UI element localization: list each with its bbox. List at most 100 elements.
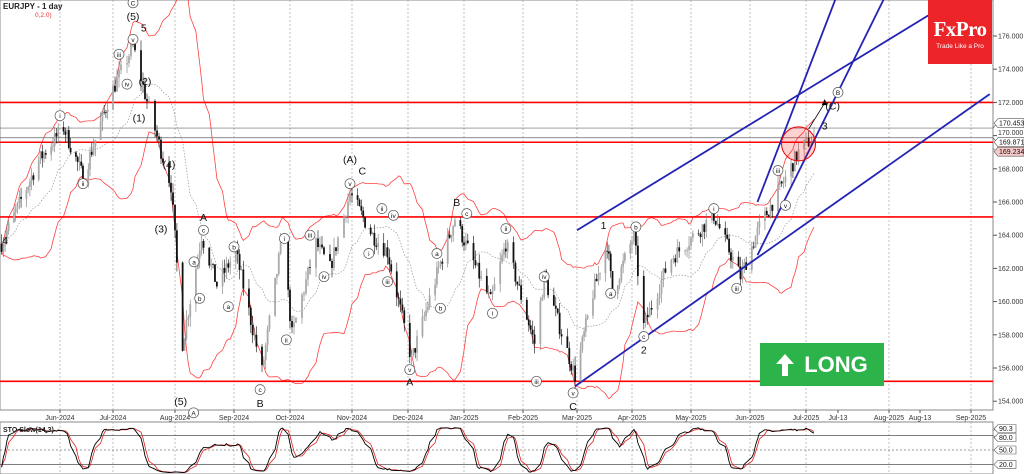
candle-body <box>337 237 339 251</box>
wave-label-group: A <box>406 376 413 388</box>
candle-body <box>622 260 625 267</box>
candle-body <box>692 233 694 238</box>
candle-body <box>39 151 42 161</box>
candle-body <box>493 283 496 291</box>
wave-label: (3) <box>155 224 168 236</box>
candle-body <box>82 165 84 186</box>
wave-label-group: v <box>780 199 791 211</box>
candle-body <box>421 317 424 337</box>
wave-label: iii <box>776 168 780 175</box>
candle-body <box>358 199 361 206</box>
wave-label-circle <box>222 301 234 312</box>
candle-body <box>436 267 438 285</box>
wave-label: b <box>439 306 443 313</box>
wave-label: (2) <box>139 76 152 88</box>
wave-label: a <box>226 304 230 311</box>
candle-body <box>172 192 174 205</box>
candle-body <box>347 201 349 217</box>
candle-body <box>20 196 22 199</box>
wave-label-group: 5 <box>141 23 147 35</box>
candle-body <box>624 253 626 261</box>
candle-body <box>737 256 740 267</box>
candle-body <box>183 338 186 351</box>
candle-body <box>18 196 21 203</box>
candle-body <box>782 182 785 184</box>
wave-label: iii <box>308 233 312 240</box>
candle-body <box>168 162 170 183</box>
wave-label-circle <box>127 0 139 9</box>
candle-body <box>764 210 766 221</box>
candle-body <box>686 250 688 251</box>
candle-body <box>730 252 732 261</box>
candle-body <box>697 233 700 235</box>
candle-body <box>221 268 224 287</box>
candle-body <box>531 329 534 335</box>
wave-label: i <box>368 251 369 258</box>
date-tick-label: Sep-2024 <box>219 415 249 422</box>
candle-body <box>103 111 106 113</box>
candle-body <box>487 292 490 293</box>
candle-body <box>185 319 188 339</box>
candle-body <box>329 254 331 261</box>
bollinger-lower-band <box>1 131 815 400</box>
candle-body <box>319 244 321 248</box>
wave-label-circle <box>708 203 720 214</box>
wave-label-circle <box>376 203 388 214</box>
wave-label-circle <box>772 165 784 176</box>
trend-channel-line <box>756 0 837 203</box>
price-tick-label: 174.000 <box>998 67 1023 74</box>
date-tick-label: Jan-2025 <box>449 415 478 422</box>
wave-label-group: i <box>487 307 498 319</box>
candle-body <box>274 277 276 316</box>
candle-body <box>64 131 67 135</box>
logo-brand: FxPro <box>933 17 987 41</box>
candle-body <box>176 230 178 263</box>
candle-body <box>44 153 47 155</box>
candle-body <box>32 175 35 180</box>
candle-body <box>674 258 677 263</box>
candle-body <box>714 220 717 225</box>
candle-body <box>373 232 376 246</box>
trend-channel-line <box>756 0 885 256</box>
wave-label: ii <box>82 181 85 188</box>
price-label: 170.453 <box>999 121 1024 128</box>
wave-label-circle <box>254 384 266 395</box>
candle-body <box>539 300 542 344</box>
candle-body <box>466 240 469 244</box>
candle-body <box>317 238 319 248</box>
candle-body <box>6 230 8 239</box>
wave-label-circle <box>363 248 375 259</box>
wave-label-group: v <box>404 364 416 376</box>
candle-body <box>491 290 494 295</box>
candle-body <box>128 56 130 64</box>
logo-tagline: Trade Like a Pro <box>936 43 984 50</box>
candle-body <box>208 247 211 266</box>
wave-label: b <box>634 224 638 231</box>
wave-label-group: i <box>363 248 375 259</box>
candle-body <box>401 304 404 311</box>
candle-body <box>499 261 502 284</box>
candle-body <box>345 216 347 218</box>
fxpro-logo: FxPro Trade Like a Pro <box>928 0 992 64</box>
candle-body <box>62 127 65 132</box>
candle-body <box>803 140 806 150</box>
price-tick-label: 160.000 <box>998 299 1023 306</box>
wave-label-group: v <box>567 387 579 399</box>
candle-body <box>140 50 142 82</box>
candle-body <box>699 234 702 238</box>
candle-body <box>41 151 44 159</box>
candle-body <box>408 322 411 357</box>
candle-body <box>30 175 33 182</box>
stochastic-label-box <box>993 460 1017 469</box>
candle-body <box>234 249 237 262</box>
wave-label: i <box>713 206 714 213</box>
wave-label-group: i <box>279 233 290 244</box>
candle-body <box>212 263 214 265</box>
arrow-up-icon <box>776 353 795 376</box>
candle-body <box>90 151 93 155</box>
candle-body <box>78 161 81 163</box>
candle-body <box>765 210 768 216</box>
wave-label-group: C <box>569 401 577 413</box>
wave-label-group: ii <box>77 178 89 190</box>
